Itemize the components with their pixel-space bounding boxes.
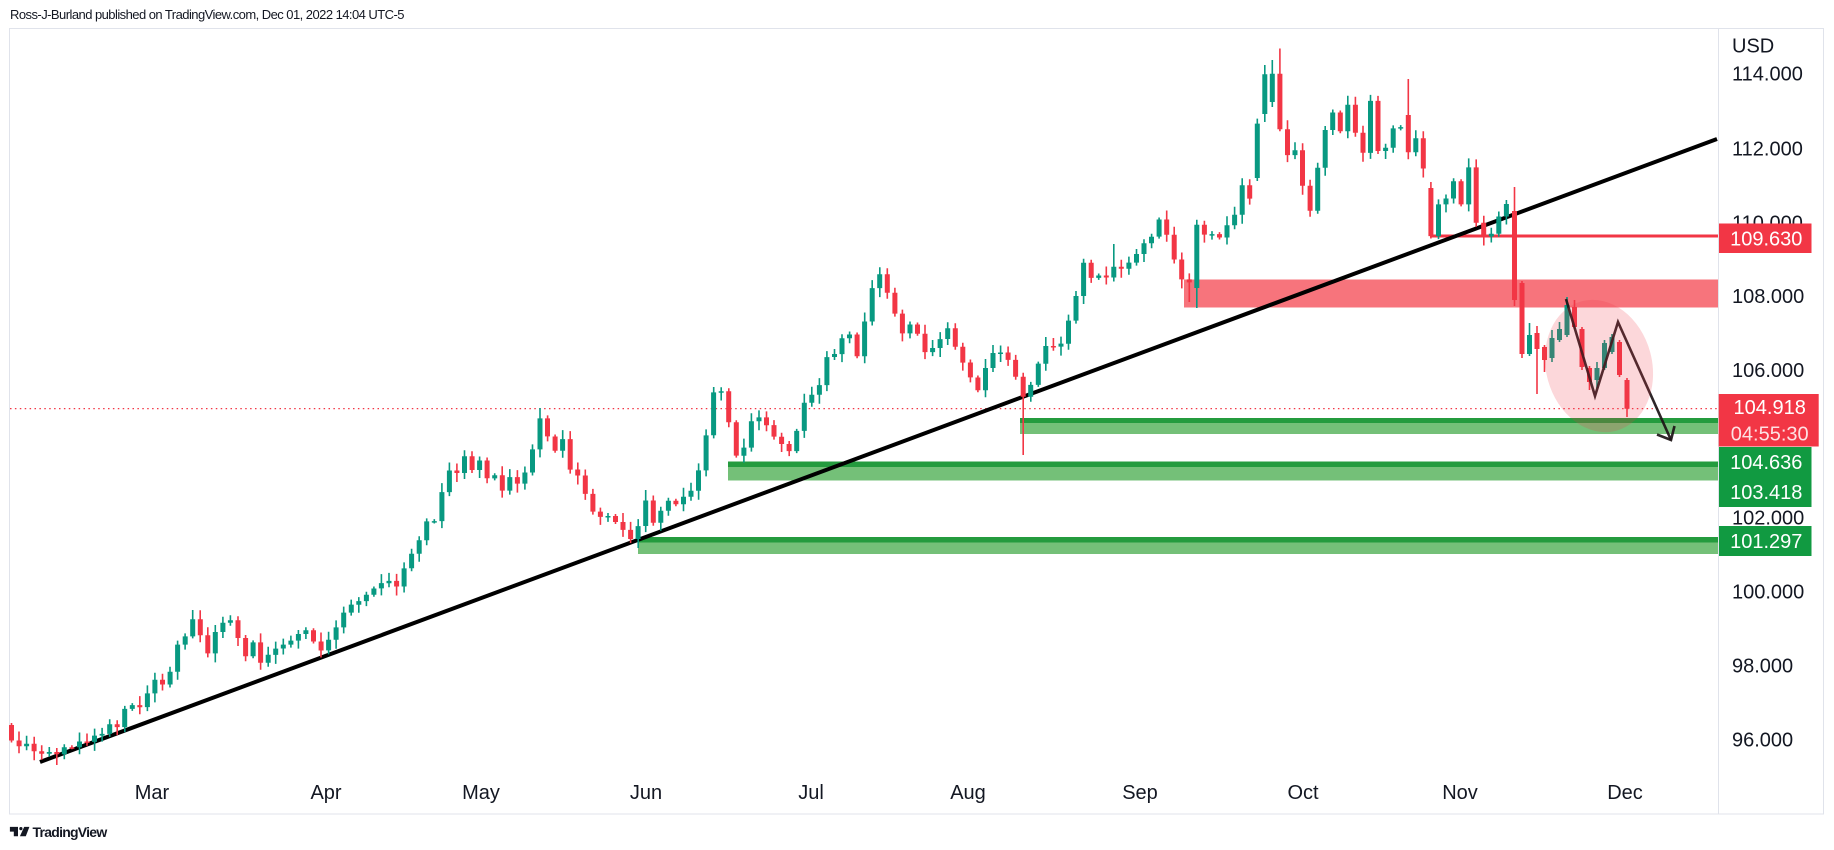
svg-text:112.000: 112.000 [1732, 138, 1803, 160]
svg-text:Ross-J-Burland published on Tr: Ross-J-Burland published on TradingView.… [10, 7, 404, 22]
svg-text:109.630: 109.630 [1730, 228, 1802, 250]
svg-text:Jul: Jul [798, 782, 824, 804]
svg-text:Nov: Nov [1442, 782, 1478, 804]
svg-text:114.000: 114.000 [1732, 64, 1803, 86]
svg-text:96.000: 96.000 [1732, 729, 1793, 751]
svg-text:04:55:30: 04:55:30 [1731, 423, 1809, 445]
svg-text:Jun: Jun [630, 782, 662, 804]
svg-text:TradingView: TradingView [33, 824, 108, 840]
svg-text:100.000: 100.000 [1732, 582, 1804, 604]
svg-text:Apr: Apr [310, 782, 341, 804]
svg-text:102.000: 102.000 [1732, 508, 1804, 530]
svg-text:106.000: 106.000 [1732, 360, 1804, 382]
svg-text:104.918: 104.918 [1734, 397, 1806, 419]
svg-text:May: May [462, 782, 500, 804]
svg-text:108.000: 108.000 [1732, 286, 1804, 308]
svg-text:USD: USD [1732, 36, 1774, 58]
svg-text:98.000: 98.000 [1732, 656, 1793, 678]
svg-text:Sep: Sep [1122, 782, 1158, 804]
svg-text:Oct: Oct [1287, 782, 1319, 804]
svg-text:103.418: 103.418 [1730, 482, 1802, 504]
svg-text:Mar: Mar [135, 782, 170, 804]
svg-text:101.297: 101.297 [1730, 531, 1802, 553]
svg-text:Dec: Dec [1607, 782, 1643, 804]
svg-text:Aug: Aug [950, 782, 986, 804]
svg-text:104.636: 104.636 [1730, 452, 1802, 474]
